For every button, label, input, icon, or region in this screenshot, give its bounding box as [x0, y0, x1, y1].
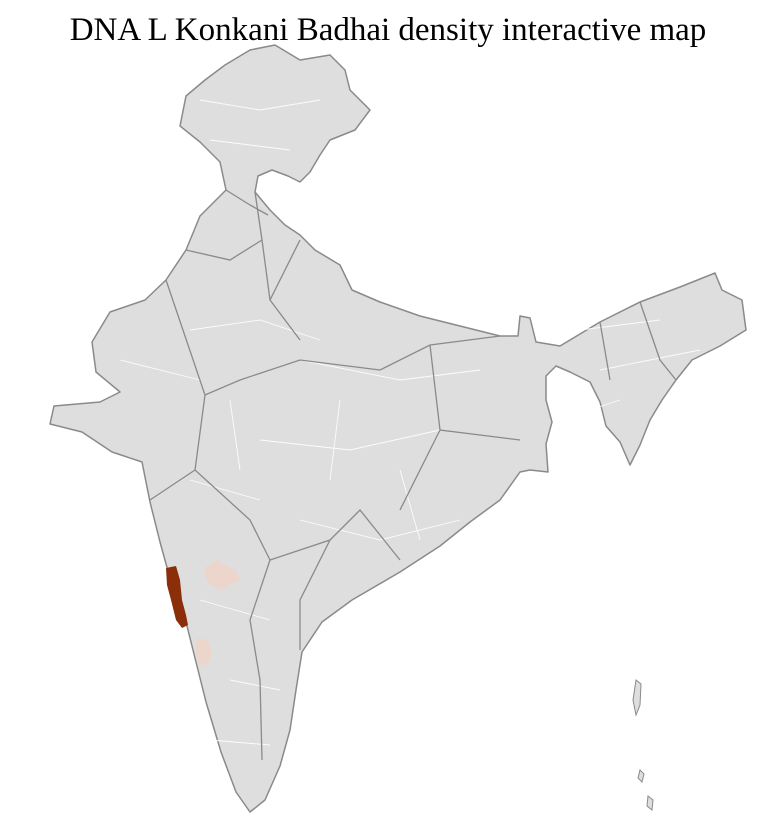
district-low-density-karnataka[interactable]: [196, 638, 212, 666]
district-borders: [119, 99, 701, 746]
state-borders: [149, 189, 677, 761]
india-outline[interactable]: [49, 44, 747, 813]
map-title: DNA L Konkani Badhai density interactive…: [69, 12, 707, 48]
density-highlights: [166, 560, 240, 666]
andaman-islands[interactable]: [632, 679, 642, 717]
india-mainland[interactable]: [49, 44, 747, 813]
district-low-density-maharashtra[interactable]: [204, 560, 240, 590]
nicobar-islands[interactable]: [637, 769, 654, 811]
district-high-density[interactable]: [166, 566, 188, 628]
